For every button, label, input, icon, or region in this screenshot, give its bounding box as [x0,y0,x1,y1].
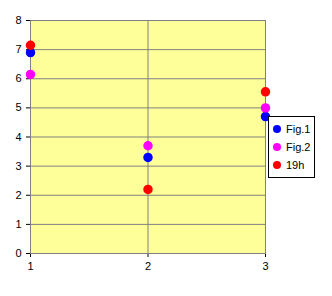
svg-text:1: 1 [15,218,21,230]
svg-text:6: 6 [15,72,21,84]
svg-text:1: 1 [27,260,33,272]
svg-text:3: 3 [15,160,21,172]
svg-text:8: 8 [15,14,21,26]
svg-text:2: 2 [15,189,21,201]
html-text:Fig.1: Fig.1 [286,123,311,135]
svg-text:4: 4 [15,131,21,143]
svg-text:2: 2 [145,260,151,272]
svg-text:5: 5 [15,101,21,113]
svg-text:7: 7 [15,43,21,55]
html-text:Fig.2: Fig.2 [286,141,311,153]
svg-text:3: 3 [262,260,268,272]
svg-text:0: 0 [15,247,21,259]
html-text:19h: 19h [286,159,305,171]
